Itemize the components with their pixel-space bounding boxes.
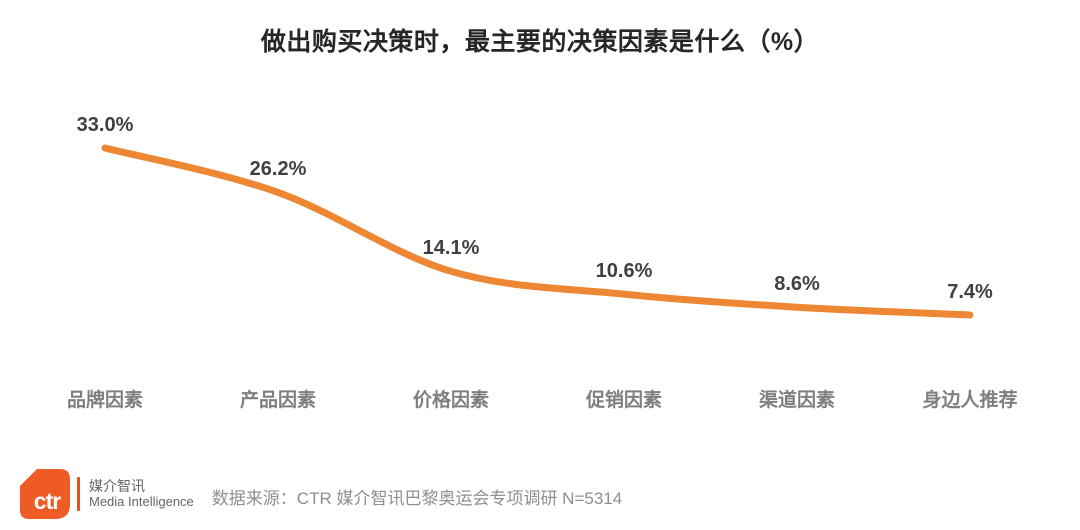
data-line [101,144,974,319]
line-chart-canvas [101,144,974,319]
line-chart: 33.0% 26.2% 14.1% 10.6% 8.6% 7.4% 品牌因素 产品因素 价格因… [66,114,1018,411]
x-axis-label: 身边人推荐 [922,390,1018,411]
footer: ctr 媒介智讯 Media Intelligence 数据来源：CTR 媒介智… [20,466,622,522]
brand-name-en: Media Intelligence [89,493,194,509]
ctr-logo-shape [20,469,70,519]
ctr-logo-text: ctr [34,488,61,514]
brand-block: 媒介智讯 Media Intelligence [89,478,194,509]
data-label: 10.6% [595,260,653,283]
data-label: 8.6% [774,273,820,296]
brand-name-cn: 媒介智讯 [89,478,145,495]
data-label: 26.2% [249,158,307,181]
ctr-logo: ctr [20,469,70,519]
logo-divider [77,477,80,511]
x-axis-label: 渠道因素 [758,390,836,411]
chart-title: 做出购买决策时，最主要的决策因素是什么（%） [260,28,820,56]
x-axis-label: 品牌因素 [66,390,144,411]
x-axis-label: 促销因素 [585,390,663,411]
data-label: 33.0% [76,114,134,136]
data-label: 14.1% [422,237,480,260]
data-source-text: 数据来源：CTR 媒介智讯巴黎奥运会专项调研 N=5314 [211,488,623,508]
data-label: 7.4% [947,281,993,303]
x-axis-label: 产品因素 [239,390,317,411]
x-axis-label: 价格因素 [412,390,490,411]
